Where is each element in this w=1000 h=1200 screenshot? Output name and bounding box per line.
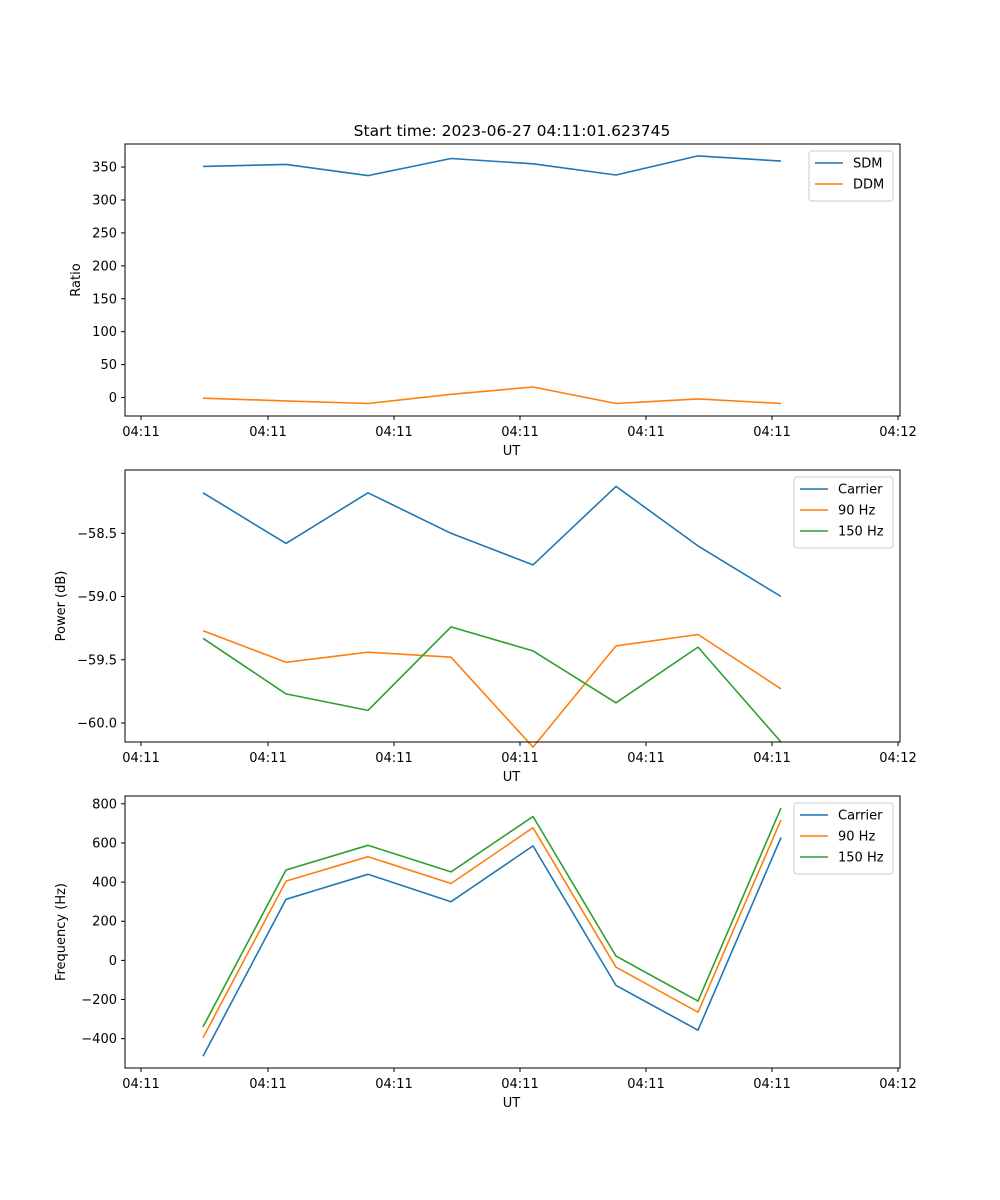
x-tick-label: 04:11 (501, 1077, 538, 1092)
x-tick-label: 04:11 (375, 751, 412, 766)
axes-frame (124, 143, 901, 417)
legend-label: 90 Hz (838, 830, 875, 845)
x-tick-label: 04:11 (375, 1077, 412, 1092)
x-tick-label: 04:11 (753, 425, 790, 440)
x-axis-label: UT (503, 770, 521, 785)
subplot-2: 04:11 04:11 04:11 04:11 04:11 04:11 04:12 −60.0… (54, 469, 917, 785)
x-tick-label: 04:11 (753, 1077, 790, 1092)
x-tick-label: 04:11 (122, 425, 159, 440)
y-tick-label: −59.5 (77, 653, 117, 668)
legend: SDM DDM (808, 150, 894, 202)
y-tick-label: −60.0 (77, 717, 117, 732)
y-tick-label: 400 (92, 876, 117, 891)
series-line-ddm (202, 386, 782, 405)
x-tick-label: 04:11 (627, 425, 664, 440)
x-tick-label: 04:11 (501, 425, 538, 440)
y-tick-label: 150 (92, 292, 117, 307)
series-line-sdm (202, 155, 782, 177)
legend-label: Carrier (838, 483, 883, 498)
y-axis-label: Power (dB) (54, 571, 69, 642)
y-tick-label: −200 (81, 993, 117, 1008)
x-tick-label: 04:11 (501, 751, 538, 766)
y-tick-label: 200 (92, 259, 117, 274)
x-tick-label: 04:11 (122, 1077, 159, 1092)
x-tick-label: 04:12 (879, 751, 916, 766)
y-tick-label: −58.5 (77, 527, 117, 542)
x-tick-label: 04:11 (753, 751, 790, 766)
series-line-carrier (202, 837, 782, 1057)
legend-label: Carrier (838, 809, 883, 824)
y-tick-label: −59.0 (77, 590, 117, 605)
series-line-90-hz (202, 629, 782, 748)
y-axis-label: Ratio (69, 263, 84, 296)
x-tick-label: 04:11 (627, 1077, 664, 1092)
y-tick-label: 800 (92, 797, 117, 812)
series-line-90-hz (202, 819, 782, 1039)
y-tick-label: −400 (81, 1032, 117, 1047)
subplot-3: 04:11 04:11 04:11 04:11 04:11 04:11 04:12 −400 −… (54, 795, 917, 1111)
legend-label: DDM (853, 178, 884, 193)
axes-frame (124, 469, 901, 743)
figure-title: Start time: 2023-06-27 04:11:01.623745 (354, 122, 671, 140)
legend-label: SDM (853, 157, 882, 172)
legend-label: 90 Hz (838, 504, 875, 519)
series-line-150-hz (202, 626, 782, 743)
axes-frame (124, 795, 901, 1069)
y-tick-label: 600 (92, 836, 117, 851)
x-tick-label: 04:11 (122, 751, 159, 766)
x-axis-label: UT (503, 444, 521, 459)
legend: Carrier 90 Hz 150 Hz (793, 802, 894, 875)
y-tick-label: 0 (109, 391, 117, 406)
x-tick-label: 04:11 (249, 751, 286, 766)
subplots: 04:11 04:11 04:11 04:11 04:11 04:11 04:12 0 50 10… (54, 143, 917, 1111)
y-tick-label: 50 (100, 358, 117, 373)
y-axis-label: Frequency (Hz) (54, 883, 69, 981)
x-tick-label: 04:11 (375, 425, 412, 440)
y-tick-label: 350 (92, 161, 117, 176)
x-tick-label: 04:11 (249, 425, 286, 440)
x-tick-label: 04:11 (249, 1077, 286, 1092)
x-axis-label: UT (503, 1096, 521, 1111)
y-tick-label: 100 (92, 325, 117, 340)
legend: Carrier 90 Hz 150 Hz (793, 476, 894, 549)
series-line-150-hz (202, 807, 782, 1028)
y-tick-label: 0 (109, 954, 117, 969)
legend-label: 150 Hz (838, 525, 884, 540)
y-tick-label: 200 (92, 915, 117, 930)
x-tick-label: 04:11 (627, 751, 664, 766)
y-tick-label: 250 (92, 226, 117, 241)
x-tick-label: 04:12 (879, 425, 916, 440)
series-line-carrier (202, 485, 782, 598)
subplot-1: 04:11 04:11 04:11 04:11 04:11 04:11 04:12 0 50 10… (69, 143, 917, 459)
legend-label: 150 Hz (838, 851, 884, 866)
y-tick-label: 300 (92, 193, 117, 208)
x-tick-label: 04:12 (879, 1077, 916, 1092)
